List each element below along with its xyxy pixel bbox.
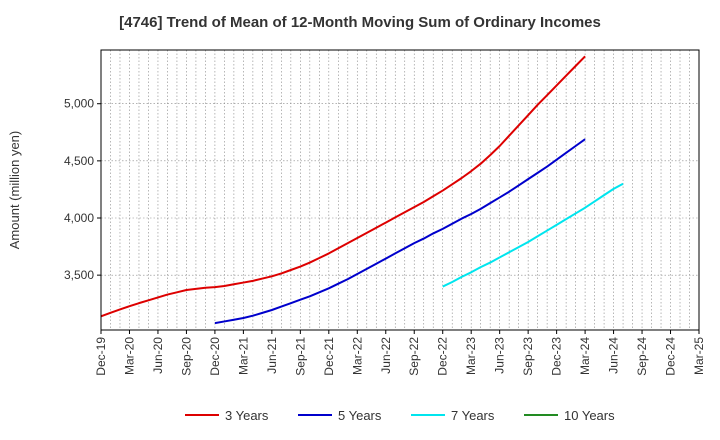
x-tick-label: Dec-19 [94, 337, 108, 376]
legend-label: 7 Years [451, 408, 495, 423]
x-tick-label: Jun-21 [265, 337, 279, 374]
x-tick-label: Sep-22 [407, 337, 421, 376]
legend-label: 3 Years [225, 408, 269, 423]
series-line-3-years [100, 55, 586, 318]
x-tick-label: Mar-21 [236, 337, 250, 375]
x-tick-label: Sep-20 [179, 337, 193, 376]
x-tick-label: Jun-22 [379, 337, 393, 374]
x-tick-label: Jun-20 [151, 337, 165, 374]
x-tick-label: Dec-22 [436, 337, 450, 376]
legend-label: 5 Years [338, 408, 382, 423]
y-axis-ticks: 3,500 4,000 4,500 5,000 [64, 97, 101, 282]
plot-frame [100, 49, 700, 331]
x-tick-label: Dec-24 [664, 337, 678, 376]
x-tick-label: Sep-21 [293, 337, 307, 376]
x-tick-label: Jun-23 [493, 337, 507, 374]
x-tick-label: Jun-24 [607, 337, 621, 374]
legend-label: 10 Years [564, 408, 615, 423]
x-tick-label: Mar-25 [692, 337, 706, 375]
x-tick-label: Dec-20 [208, 337, 222, 376]
y-tick-label: 5,000 [64, 97, 94, 111]
chart-title: [4746] Trend of Mean of 12-Month Moving … [119, 14, 601, 31]
grid [101, 50, 699, 330]
x-tick-label: Sep-23 [521, 337, 535, 376]
x-tick-label: Dec-21 [322, 337, 336, 376]
y-tick-label: 4,000 [64, 211, 94, 225]
x-tick-label: Sep-24 [635, 337, 649, 376]
y-tick-label: 4,500 [64, 154, 94, 168]
x-tick-label: Dec-23 [550, 337, 564, 376]
legend: 3 Years 5 Years 7 Years 10 Years [185, 408, 615, 423]
x-tick-label: Mar-23 [464, 337, 478, 375]
x-tick-label: Mar-22 [350, 337, 364, 375]
series-lines [100, 55, 624, 325]
x-axis-ticks: Dec-19 Mar-20 Jun-20 Sep-20 Dec-20 Mar-21 Jun-… [94, 330, 706, 376]
x-tick-label: Mar-20 [122, 337, 136, 375]
series-line-7-years [442, 182, 624, 288]
y-axis-label: Amount (million yen) [7, 131, 22, 250]
series-line-5-years [214, 138, 586, 325]
x-tick-label: Mar-24 [578, 337, 592, 375]
y-tick-label: 3,500 [64, 268, 94, 282]
